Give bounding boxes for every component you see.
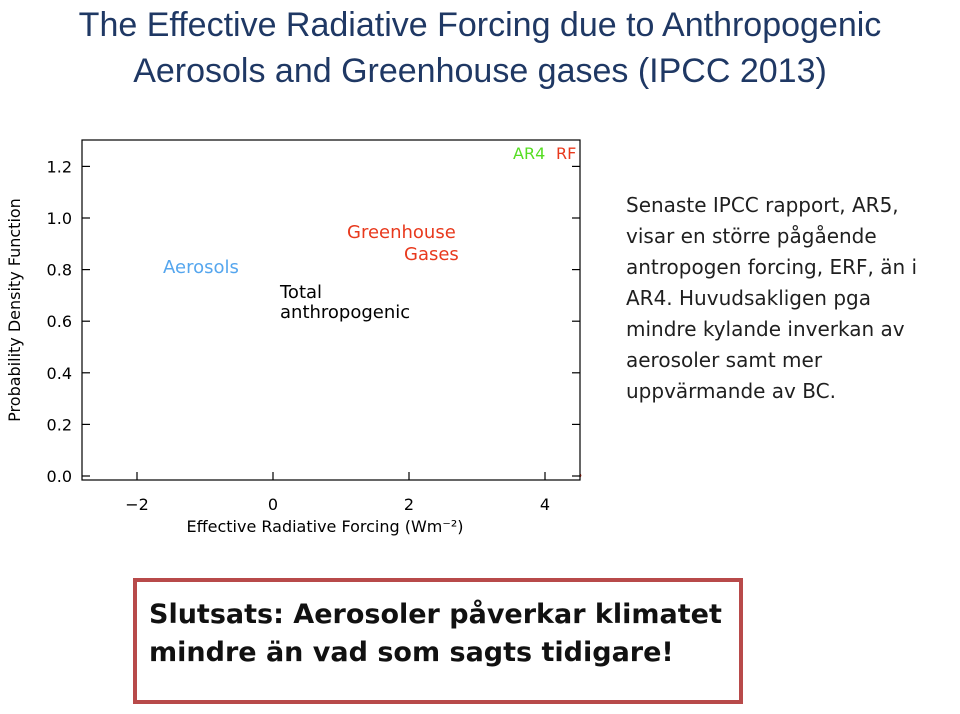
x-tick-label-1: 0 <box>268 495 278 514</box>
y-tick-label-2: 0.4 <box>47 364 72 383</box>
legend-rf-label: RF <box>556 144 576 163</box>
plot-frame <box>81 139 581 481</box>
legend-ar4-label: AR4 <box>513 144 545 163</box>
y-tick-label-4: 0.8 <box>47 261 72 280</box>
y-tick-label-0: 0.0 <box>47 467 72 486</box>
slide-title-line-2: Aerosols and Greenhouse gases (IPCC 2013… <box>133 52 827 90</box>
y-axis-label: Probability Density Function <box>5 198 24 422</box>
ghg-label-line-2: Gases <box>404 244 459 265</box>
conclusion-box: Slutsats: Aerosoler påverkar klimatet mi… <box>133 578 743 704</box>
y-tick-label-6: 1.2 <box>47 157 72 176</box>
axes-layer: 0.0 0.2 0.4 0.6 0.8 1.0 1.2 −2 0 2 4 <box>47 139 581 514</box>
y-tick-label-3: 0.6 <box>47 312 72 331</box>
x-tick-label-3: 4 <box>540 495 550 514</box>
total-label-line-2: anthropogenic <box>280 302 410 323</box>
labels-layer: Aerosols Greenhouse Gases Total anthropo… <box>5 144 576 536</box>
slide-title-line-1: The Effective Radiative Forcing due to A… <box>78 6 882 44</box>
total-label-line-1: Total <box>279 282 322 303</box>
ghg-label-line-1: Greenhouse <box>347 222 456 243</box>
side-text: Senaste IPCC rapport, AR5, visar en stör… <box>626 193 918 403</box>
y-tick-label-1: 0.2 <box>47 415 72 434</box>
y-tick-label-5: 1.0 <box>47 209 72 228</box>
conclusion-line-2: mindre än vad som sagts tidigare! <box>149 637 674 668</box>
x-tick-label-2: 2 <box>404 495 414 514</box>
x-axis-label: Effective Radiative Forcing (Wm⁻²) <box>186 517 463 536</box>
aerosols-label: Aerosols <box>163 257 239 278</box>
x-tick-label-0: −2 <box>125 495 149 514</box>
erf-pdf-chart: 0.0 0.2 0.4 0.6 0.8 1.0 1.2 −2 0 2 4 Aerosols Gree… <box>5 139 582 536</box>
slide-title: The Effective Radiative Forcing due to A… <box>0 2 960 94</box>
conclusion-line-1: Slutsats: Aerosoler påverkar klimatet <box>149 599 722 630</box>
